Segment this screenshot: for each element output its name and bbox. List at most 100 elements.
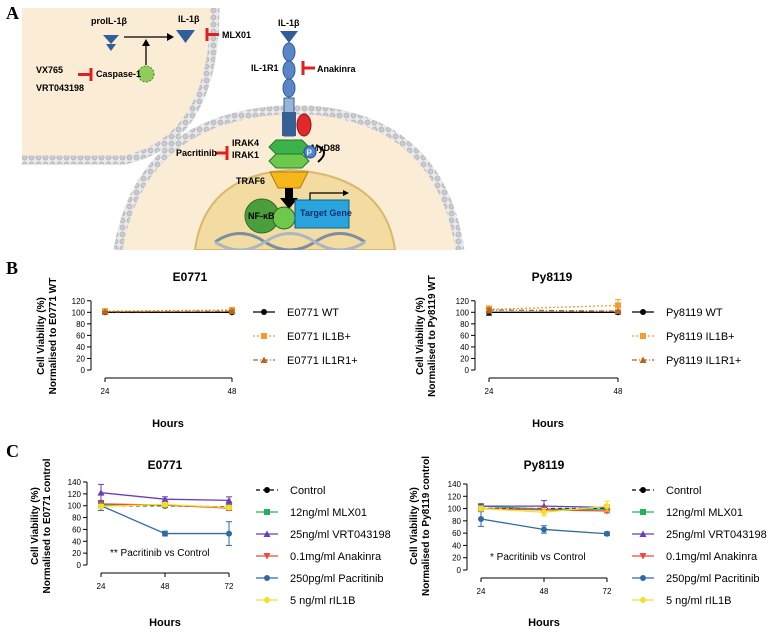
myd88-label: MyD88 xyxy=(311,143,340,153)
signal-arrow-icon xyxy=(285,188,293,198)
series-2: 25ng/ml VRT043198 xyxy=(477,500,767,541)
x-tick-label: 24 xyxy=(101,387,110,396)
data-point xyxy=(161,502,169,509)
y-tick-label: 80 xyxy=(452,517,461,526)
legend-marker xyxy=(640,575,646,581)
data-point xyxy=(162,530,168,537)
series-3: 0.1mg/ml Anakinra xyxy=(477,505,758,563)
series-4: 250pg/ml Pacritinib xyxy=(478,511,760,585)
phosphorylation-arrow-icon xyxy=(317,145,325,163)
series-line xyxy=(100,503,230,509)
data-point xyxy=(477,502,485,510)
series-1: Py8119 IL1B+ xyxy=(486,299,735,343)
il1b-top-label: IL-1β xyxy=(278,18,300,28)
legend-marker xyxy=(640,487,646,493)
data-point xyxy=(229,309,235,316)
chart-c2: Py8119 0 20 40 60 80 100 120 140 24 48 72 Hours Cell … xyxy=(409,456,767,629)
x-tick-label: 48 xyxy=(540,587,549,596)
legend-label: 25ng/ml VRT043198 xyxy=(666,529,767,541)
series-line xyxy=(100,505,229,535)
caspase-1-label: Caspase-1 xyxy=(96,69,141,79)
series-line xyxy=(481,505,608,508)
vx765-label: VX765 xyxy=(36,65,63,75)
data-point xyxy=(614,307,622,315)
chart-title: E0771 xyxy=(148,458,183,472)
series-5: 5 ng/ml rIL1B xyxy=(98,501,355,607)
data-point xyxy=(604,530,610,537)
legend-label: Py8119 IL1B+ xyxy=(666,331,735,343)
y-axis-label-line: Normalised to Py8119 WT xyxy=(427,275,438,397)
series-line xyxy=(480,505,607,510)
series-4: 250pg/ml Pacritinib xyxy=(98,500,384,585)
series-0: E0771 WT xyxy=(102,307,339,319)
legend-label: 250pg/ml Pacritinib xyxy=(290,573,384,585)
y-axis-label-line: Normalised to Py8119 control xyxy=(421,456,432,596)
legend-marker xyxy=(640,333,646,339)
data-point xyxy=(225,505,233,512)
y-tick-label: 100 xyxy=(68,502,82,511)
data-point xyxy=(229,307,235,313)
data-point xyxy=(486,309,492,316)
y-tick-label: 40 xyxy=(72,537,81,546)
il1r1-domain-2 xyxy=(282,60,296,80)
y-tick-label: 100 xyxy=(448,505,462,514)
y-tick-label: 140 xyxy=(68,478,82,487)
data-point xyxy=(161,495,169,503)
series-5: 5 ng/ml rIL1B xyxy=(478,500,731,607)
data-point xyxy=(226,504,232,511)
chart-title: E0771 xyxy=(173,270,208,284)
y-tick-label: 80 xyxy=(72,514,81,523)
chart-b1: E0771 0 20 40 60 80 100 120 24 48 Hours Cell Viabil… xyxy=(36,270,358,430)
legend-marker xyxy=(264,597,270,603)
data-point xyxy=(604,505,610,512)
series-line xyxy=(100,492,230,502)
legend-label: E0771 IL1B+ xyxy=(287,331,351,343)
x-tick-label: 48 xyxy=(228,387,237,396)
y-tick-label: 60 xyxy=(452,529,461,538)
myd88-icon xyxy=(296,113,312,137)
legend-label: 250pg/ml Pacritinib xyxy=(666,573,760,585)
target-gene-icon xyxy=(294,199,350,229)
legend-label: Control xyxy=(290,485,325,497)
x-axis-label: Hours xyxy=(528,617,560,629)
y-axis-label-line: Cell Viability (%) xyxy=(36,297,47,375)
mlx01-label: MLX01 xyxy=(222,30,251,40)
chart-title: Py8119 xyxy=(532,270,573,284)
dna-helix xyxy=(214,232,366,250)
series-line xyxy=(104,309,233,312)
data-point xyxy=(604,503,610,510)
legend-label: Py8119 WT xyxy=(666,307,723,319)
data-point xyxy=(478,505,484,512)
y-axis-label-line: Normalised to E0771 control xyxy=(42,458,53,593)
irak1-label: IRAK1 xyxy=(232,150,259,160)
series-line xyxy=(101,504,230,509)
series-line xyxy=(101,505,230,508)
series-line xyxy=(100,503,230,509)
series-0: Py8119 WT xyxy=(486,307,723,319)
x-tick-label: 24 xyxy=(485,387,494,396)
series-1: 12ng/ml MLX01 xyxy=(478,503,743,519)
y-tick-label: 60 xyxy=(460,331,469,340)
series-2: Py8119 IL1R1+ xyxy=(485,306,741,367)
data-point xyxy=(541,526,547,533)
legend-marker xyxy=(639,356,647,363)
data-point xyxy=(97,500,105,508)
legend-label: 25ng/ml VRT043198 xyxy=(290,529,391,541)
data-point xyxy=(541,505,547,512)
y-tick-label: 40 xyxy=(460,343,469,352)
legend-marker xyxy=(261,309,267,315)
y-axis-label: Cell Viability (%)Normalised to Py8119 W… xyxy=(415,275,438,397)
panel-label-a: A xyxy=(6,3,19,23)
legend-label: E0771 IL1R1+ xyxy=(287,355,358,367)
y-tick-label: 140 xyxy=(448,480,462,489)
data-point xyxy=(162,502,168,509)
data-point xyxy=(226,504,232,511)
y-axis-label: Cell Viability (%)Normalised to Py8119 c… xyxy=(409,456,432,596)
data-point xyxy=(162,501,168,508)
macrophage-cytoplasm xyxy=(22,8,215,160)
x-axis-label: Hours xyxy=(152,418,184,430)
series-line xyxy=(488,309,619,312)
data-point xyxy=(478,516,484,523)
legend-marker xyxy=(260,356,268,363)
legend-label: Py8119 IL1R1+ xyxy=(666,355,741,367)
